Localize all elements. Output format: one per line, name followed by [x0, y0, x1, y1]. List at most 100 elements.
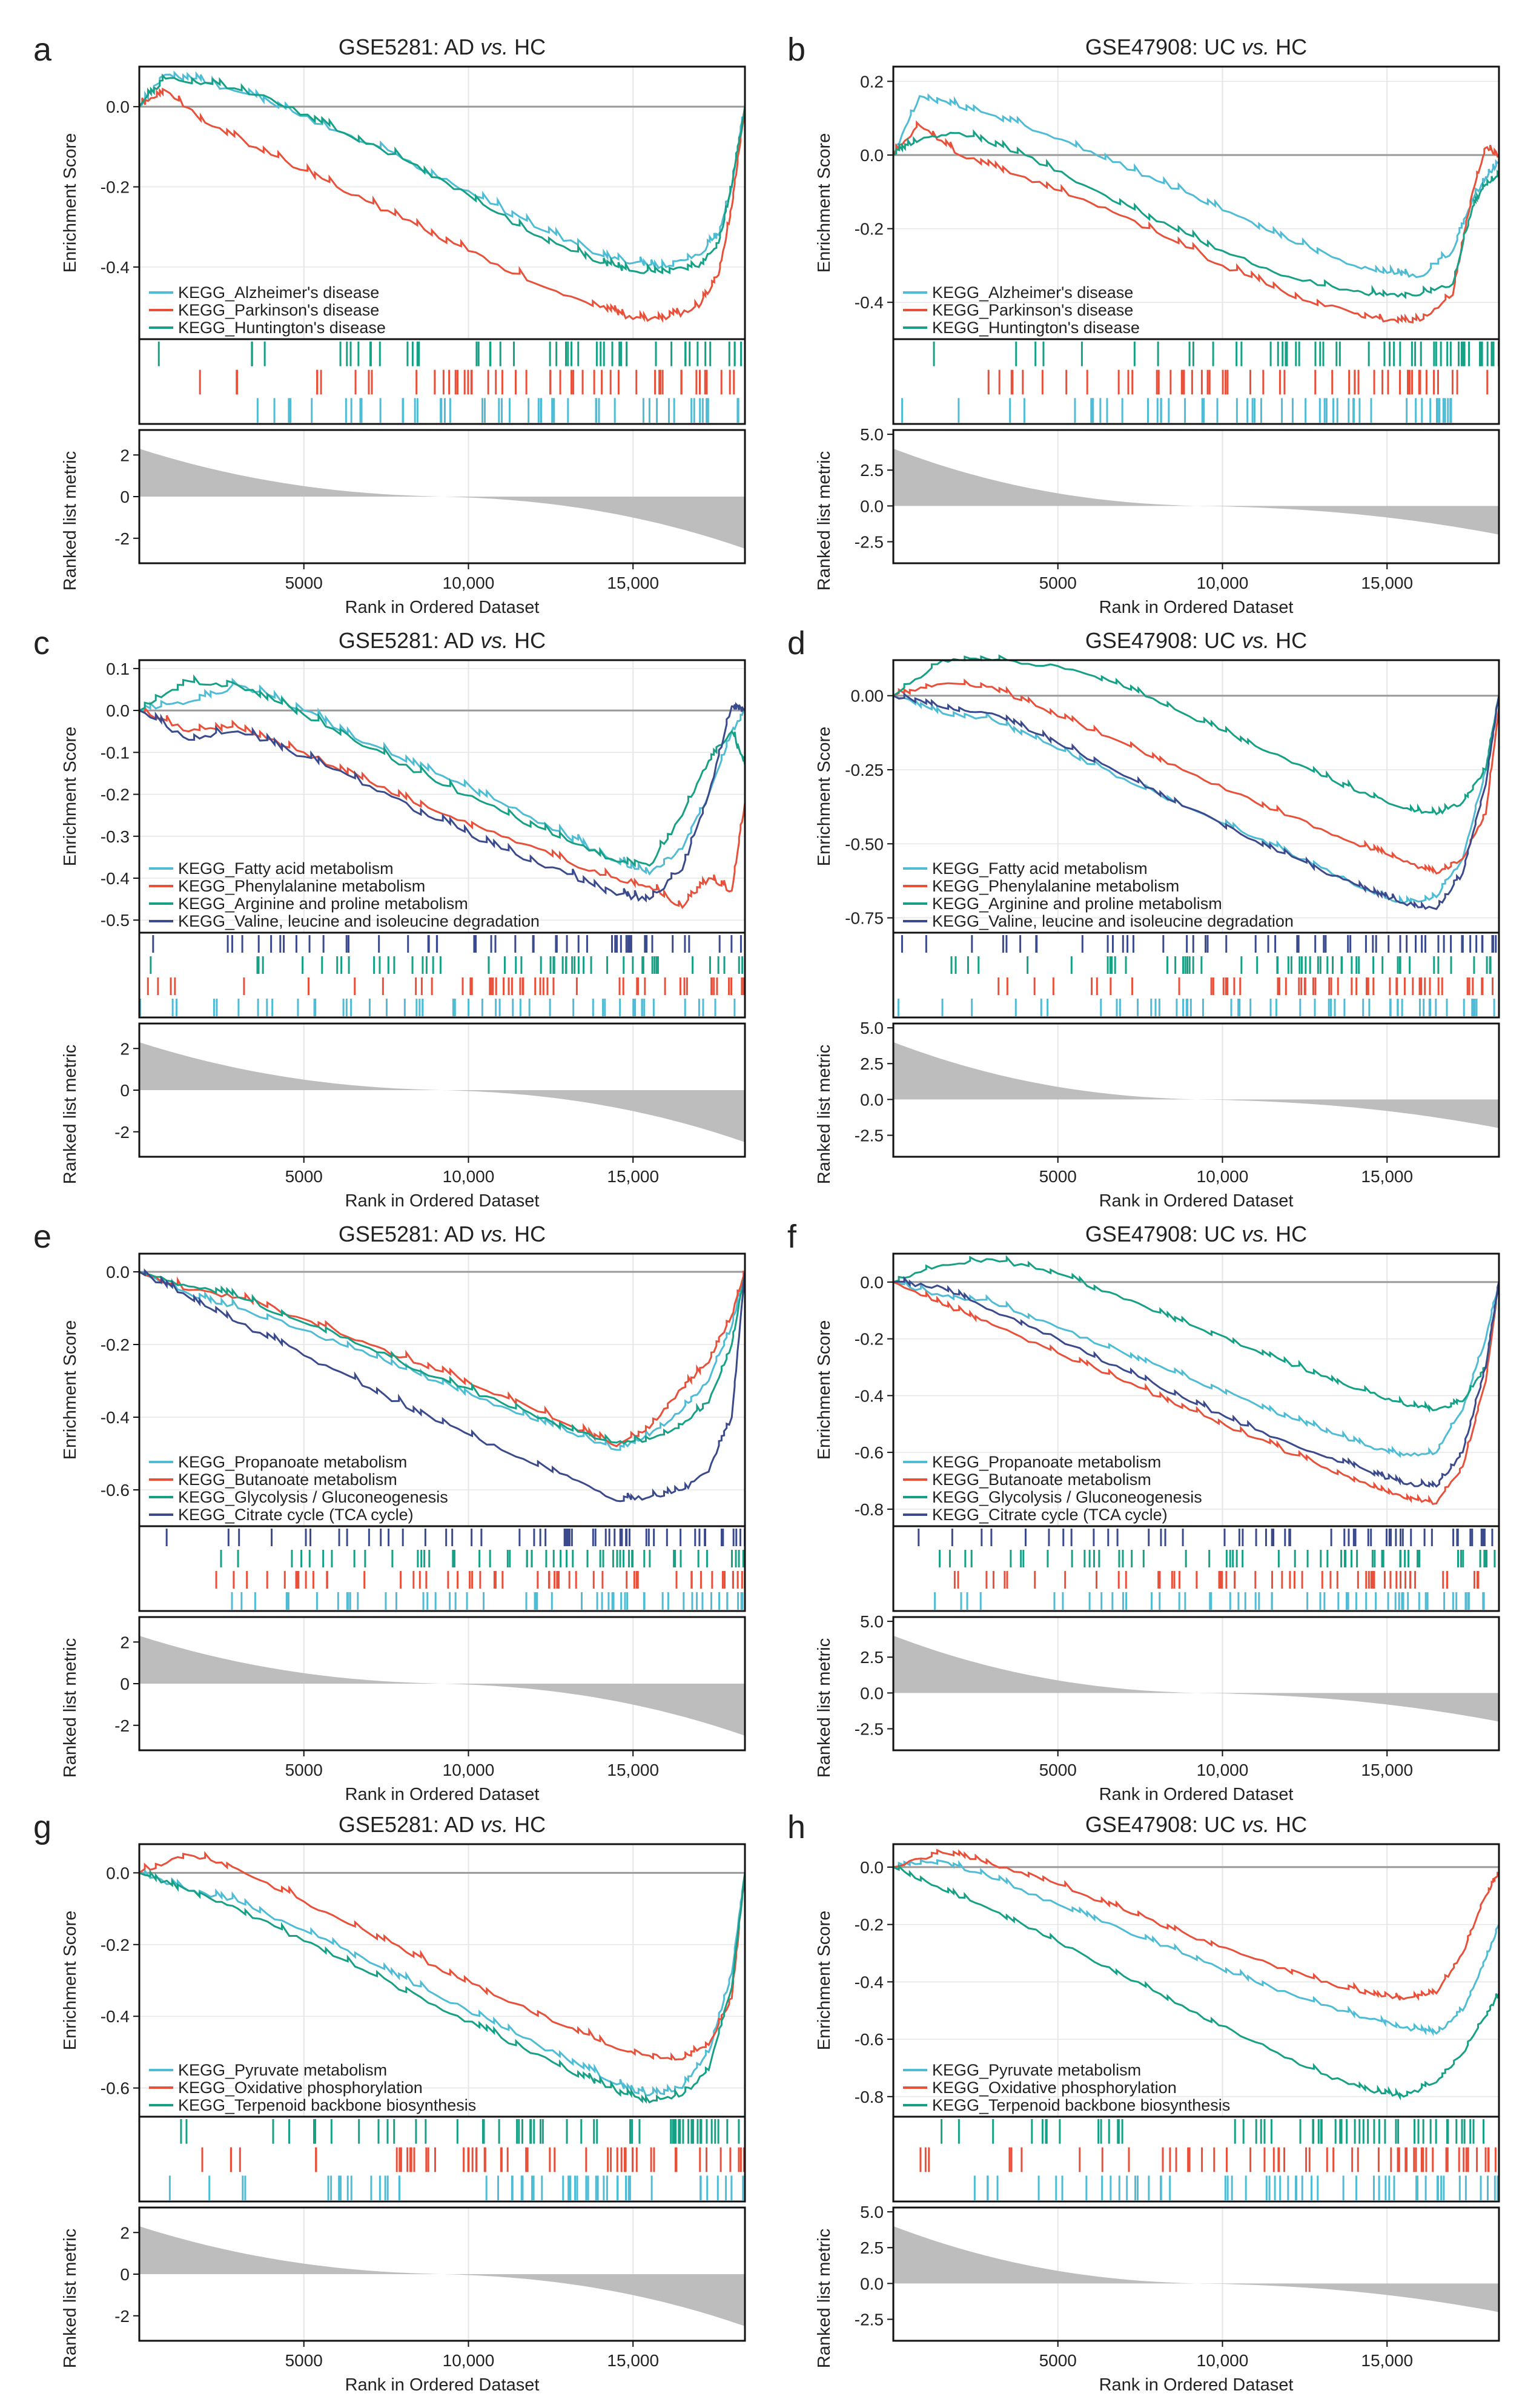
panel-title: GSE47908: UC vs. HC	[1085, 1222, 1307, 1246]
metric-axis-label: Ranked list metric	[61, 1045, 80, 1184]
x-axis-label: Rank in Ordered Dataset	[1099, 1191, 1294, 1211]
x-axis-label: Rank in Ordered Dataset	[345, 598, 540, 617]
panel-letter: e	[33, 1219, 51, 1255]
metric-tick-label: -2	[114, 529, 130, 548]
es-axis-label: Enrichment Score	[61, 1911, 80, 2051]
es-curve-2	[893, 678, 1500, 875]
es-tick-label: -0.4	[855, 1386, 884, 1405]
title-tail: HC	[508, 628, 546, 653]
legend-label: KEGG_Alzheimer's disease	[178, 283, 379, 302]
title-tail: HC	[1269, 1812, 1307, 1837]
es-curve-3	[893, 1255, 1500, 1414]
panel-b: b GSE47908: UC vs. HC 0.2 0.0 -0.2 -0.4 5.0 2.5…	[787, 31, 1500, 617]
es-tick-label: -0.4	[101, 1408, 130, 1427]
legend-label: KEGG_Fatty acid metabolism	[178, 859, 394, 878]
metric-frame	[892, 1616, 1500, 1751]
panel-title: GSE5281: AD vs. HC	[339, 35, 546, 59]
es-curve-3	[139, 674, 746, 868]
x-tick-label: 15,000	[1361, 2351, 1413, 2370]
es-tick-label: -0.2	[101, 786, 130, 804]
es-tick-label: -0.25	[845, 761, 884, 779]
title-text: GSE47908: UC	[1085, 1222, 1242, 1246]
metric-axis-label: Ranked list metric	[61, 2229, 80, 2368]
es-tick-label: 0.0	[860, 1273, 884, 1292]
title-text: GSE47908: UC	[1085, 35, 1242, 59]
es-tick-label: -0.4	[855, 293, 884, 312]
es-curve-4	[139, 1268, 746, 1503]
x-axis-label: Rank in Ordered Dataset	[345, 1191, 540, 1211]
metric-tick-label: 2	[120, 1039, 130, 1058]
metric-tick-label: 2.5	[860, 2238, 884, 2257]
es-curve-2	[139, 705, 746, 910]
legend-label: KEGG_Oxidative phosphorylation	[932, 2079, 1177, 2097]
title-italic: vs.	[480, 35, 508, 59]
panel-title: GSE5281: AD vs. HC	[339, 1222, 546, 1246]
ranked-metric-area	[139, 448, 745, 549]
es-curve-3	[138, 73, 746, 274]
legend: KEGG_Propanoate metabolismKEGG_Butanoate…	[149, 1453, 448, 1524]
panel-title: GSE47908: UC vs. HC	[1085, 35, 1307, 59]
metric-tick-label: 2.5	[860, 1054, 884, 1073]
metric-tick-label: -2	[114, 2307, 130, 2326]
ranked-metric-area	[893, 2226, 1499, 2312]
x-tick-label: 15,000	[607, 1167, 659, 1186]
metric-axis-label: Ranked list metric	[61, 451, 80, 590]
metric-tick-label: -2.5	[855, 533, 884, 552]
metric-frame	[892, 1022, 1500, 1158]
legend-label: KEGG_Terpenoid backbone biosynthesis	[178, 2096, 476, 2114]
es-tick-label: -0.5	[101, 911, 130, 930]
legend-label: KEGG_Terpenoid backbone biosynthesis	[932, 2096, 1230, 2114]
legend: KEGG_Fatty acid metabolismKEGG_Phenylala…	[149, 859, 540, 930]
metric-axis-label: Ranked list metric	[815, 451, 834, 590]
es-tick-label: 0.00	[851, 687, 884, 706]
title-tail: HC	[1269, 35, 1307, 59]
ranked-metric-area	[139, 2226, 745, 2326]
title-italic: vs.	[480, 1812, 508, 1837]
legend-label: KEGG_Glycolysis / Gluconeogenesis	[178, 1488, 448, 1506]
title-tail: HC	[1269, 628, 1307, 653]
legend: KEGG_Fatty acid metabolismKEGG_Phenylala…	[903, 859, 1294, 930]
title-italic: vs.	[480, 1222, 508, 1246]
metric-tick-label: -2	[114, 1123, 130, 1142]
es-curve-3	[139, 1869, 746, 2104]
metric-tick-label: 0	[120, 488, 130, 506]
hit-frame	[138, 1525, 746, 1612]
ranked-metric-area	[893, 1042, 1499, 1128]
metric-tick-label: 2.5	[860, 1648, 884, 1667]
metric-tick-label: 2	[120, 2223, 130, 2242]
x-tick-label: 15,000	[607, 1761, 659, 1779]
legend-label: KEGG_Oxidative phosphorylation	[178, 2079, 423, 2097]
es-tick-label: -0.6	[101, 2079, 130, 2098]
es-curve-3	[893, 654, 1500, 816]
panel-letter: b	[787, 31, 806, 68]
panel-letter: d	[787, 625, 806, 661]
x-tick-label: 5000	[1039, 574, 1077, 592]
hit-frame	[892, 1525, 1500, 1612]
ranked-metric-area	[139, 1635, 745, 1736]
x-tick-label: 15,000	[1361, 1761, 1413, 1779]
metric-frame	[892, 2206, 1500, 2342]
legend: KEGG_Alzheimer's diseaseKEGG_Parkinson's…	[903, 283, 1140, 337]
x-tick-label: 5000	[285, 2351, 323, 2370]
es-curve-4	[893, 1275, 1500, 1488]
es-curve-3	[893, 129, 1500, 300]
metric-tick-label: 0	[120, 1081, 130, 1100]
es-tick-label: 0.0	[106, 98, 130, 116]
title-text: GSE5281: AD	[339, 35, 480, 59]
x-tick-label: 5000	[1039, 1167, 1077, 1186]
es-curve-2	[139, 1851, 746, 2061]
x-axis-label: Rank in Ordered Dataset	[345, 1785, 540, 1804]
es-tick-label: -0.8	[855, 1500, 884, 1519]
x-tick-label: 5000	[285, 1761, 323, 1779]
es-tick-label: -0.2	[855, 220, 884, 239]
es-tick-label: 0.0	[106, 1263, 130, 1282]
legend-label: KEGG_Pyruvate metabolism	[932, 2061, 1141, 2079]
es-tick-label: -0.4	[855, 1973, 884, 1991]
x-tick-label: 10,000	[1197, 1761, 1249, 1779]
panel-d: d GSE47908: UC vs. HC 0.00 -0.25 -0.50 -0.75 5…	[787, 625, 1500, 1211]
es-tick-label: -0.4	[101, 2007, 130, 2026]
es-tick-label: -0.2	[101, 1936, 130, 1954]
es-axis-label: Enrichment Score	[815, 133, 834, 273]
ranked-metric-area	[893, 448, 1499, 535]
